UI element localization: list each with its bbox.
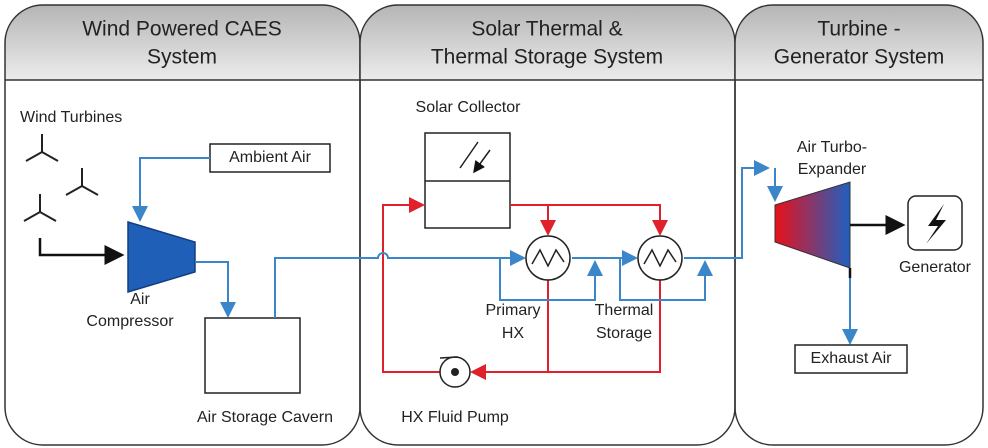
fluid-flow [510, 204, 668, 236]
label: Ambient Air [229, 149, 311, 166]
label: Primary [485, 302, 540, 319]
primary-hx [525, 235, 571, 281]
panel-title: System [147, 46, 217, 69]
panel [734, 4, 984, 446]
label: Air Turbo- [797, 139, 867, 156]
label: Expander [798, 161, 867, 178]
pump [439, 356, 471, 388]
label: Generator [899, 259, 972, 276]
label: HX Fluid Pump [401, 409, 509, 426]
panel-title: Thermal Storage System [431, 46, 663, 69]
label: Solar Collector [416, 99, 522, 116]
panel-title: Generator System [774, 46, 944, 69]
air-flow [195, 261, 236, 318]
ambient-air-box [209, 143, 331, 173]
label: Wind Turbines [20, 109, 122, 126]
thermal-storage-hx [637, 235, 683, 281]
label: Storage [596, 325, 652, 342]
panel-title: Turbine - [817, 18, 900, 41]
panel [359, 4, 736, 446]
panel-title: Wind Powered CAES [82, 18, 282, 41]
air-bypass [619, 258, 713, 301]
compressor [127, 220, 196, 294]
air-bypass [499, 258, 603, 301]
air-flow [132, 157, 210, 222]
label: Air [130, 291, 150, 308]
fluid-flow [472, 280, 661, 372]
turbo-expander [774, 181, 851, 269]
wind-power-arrow [38, 238, 125, 265]
fluid-flow [382, 197, 455, 373]
wind-turbines [23, 134, 99, 222]
lightning-icon [926, 204, 946, 244]
label: Exhaust Air [811, 350, 893, 367]
label: Air Storage Cavern [197, 409, 333, 426]
panel [4, 4, 361, 446]
sun-icon [459, 141, 491, 172]
panel-title: Solar Thermal & [471, 18, 622, 41]
label: Thermal [595, 302, 654, 319]
label: Compressor [86, 313, 174, 330]
label: HX [502, 325, 525, 342]
cavern [204, 317, 301, 394]
air-flow [684, 160, 770, 259]
air-flow [274, 250, 526, 318]
exhaust-air-box [794, 344, 908, 374]
